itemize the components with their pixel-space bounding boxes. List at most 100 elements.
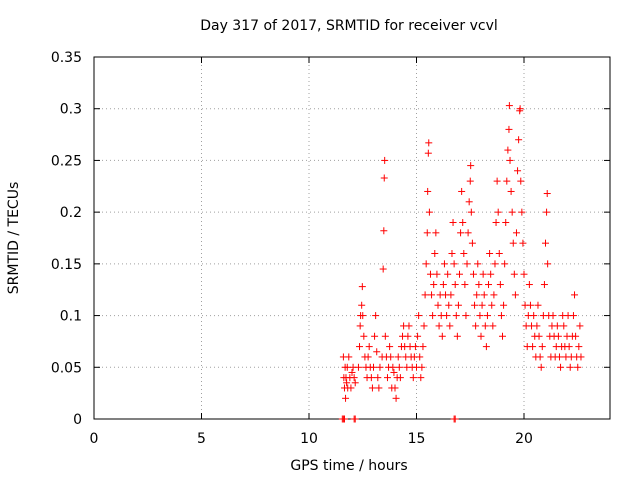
data-point <box>493 177 501 185</box>
data-point <box>492 218 500 226</box>
data-point <box>574 363 582 371</box>
plot-frame <box>93 56 611 420</box>
data-point <box>555 353 563 361</box>
data-point <box>374 374 382 382</box>
y-tick-label: 0.1 <box>60 309 82 325</box>
data-point <box>453 332 461 340</box>
data-point <box>482 343 490 351</box>
data-point <box>447 291 455 299</box>
data-point <box>445 301 453 309</box>
data-point <box>348 368 356 376</box>
data-point <box>351 415 359 423</box>
grid-lines <box>94 57 610 419</box>
data-point <box>483 312 491 320</box>
data-point <box>444 270 452 278</box>
data-point <box>508 208 516 216</box>
data-point <box>405 322 413 330</box>
data-point <box>542 239 549 247</box>
data-point <box>515 136 523 144</box>
data-point <box>575 343 583 351</box>
data-point <box>569 312 577 320</box>
data-point <box>543 190 551 198</box>
data-point <box>577 353 585 361</box>
y-tick-label: 0.35 <box>51 50 82 66</box>
data-point <box>544 260 552 268</box>
data-point <box>342 394 350 402</box>
data-point <box>554 332 562 340</box>
data-point <box>424 149 432 157</box>
data-point <box>404 332 412 340</box>
data-point <box>420 322 428 330</box>
data-point <box>414 332 422 340</box>
data-point <box>438 332 446 340</box>
data-point <box>571 291 579 299</box>
data-point <box>460 250 468 258</box>
data-point <box>425 208 433 216</box>
data-point <box>396 374 404 382</box>
data-point <box>417 374 425 382</box>
data-point <box>394 353 402 361</box>
data-point <box>411 343 419 351</box>
data-point <box>365 343 373 351</box>
data-point <box>358 283 366 291</box>
data-point <box>380 227 388 235</box>
data-point <box>537 363 545 371</box>
data-point <box>534 301 542 309</box>
y-tick-label: 0.2 <box>60 205 82 221</box>
data-point <box>485 281 493 289</box>
data-point <box>535 332 543 340</box>
data-point <box>431 250 439 258</box>
data-point <box>425 139 433 147</box>
data-point <box>553 322 561 330</box>
data-point <box>496 281 504 289</box>
data-point <box>497 312 505 320</box>
data-point <box>473 291 481 299</box>
data-point <box>494 208 502 216</box>
y-tick-label: 0.15 <box>51 257 82 273</box>
x-tick-label: 10 <box>300 431 318 447</box>
data-point <box>375 384 383 392</box>
data-point <box>433 270 441 278</box>
data-point <box>345 353 353 361</box>
data-point <box>525 281 533 289</box>
data-point <box>472 322 480 330</box>
data-point <box>389 363 397 371</box>
data-point <box>443 312 451 320</box>
x-tick-label: 15 <box>408 431 426 447</box>
data-point <box>423 229 431 237</box>
data-point <box>519 239 527 247</box>
data-point <box>518 208 526 216</box>
data-point <box>409 374 417 382</box>
data-point <box>347 384 355 392</box>
data-point <box>543 208 551 216</box>
axis-ticks <box>93 56 610 420</box>
data-point <box>458 187 466 195</box>
chart-title: Day 317 of 2017, SRMTID for receiver vcv… <box>200 18 498 34</box>
data-point <box>469 270 477 278</box>
data-point <box>511 291 519 299</box>
data-point <box>449 218 457 226</box>
data-point <box>476 312 484 320</box>
data-point <box>463 260 471 268</box>
x-axis-label: GPS time / hours <box>290 458 407 474</box>
data-point <box>350 374 358 382</box>
data-point <box>516 105 524 113</box>
data-point <box>560 322 568 330</box>
data-point <box>379 265 387 273</box>
data-point <box>456 270 463 278</box>
data-point <box>451 281 459 289</box>
data-point <box>454 301 462 309</box>
data-point <box>340 415 348 423</box>
data-point <box>520 270 528 278</box>
data-point <box>392 394 400 402</box>
data-point <box>495 250 503 258</box>
data-point <box>451 415 459 423</box>
data-point <box>461 281 469 289</box>
data-point <box>474 260 482 268</box>
y-axis-label: SRMTID / TECUs <box>6 182 22 295</box>
data-point <box>367 374 375 382</box>
data-point <box>395 363 403 371</box>
data-point <box>491 260 499 268</box>
data-point <box>370 363 377 371</box>
data-point <box>572 332 580 340</box>
